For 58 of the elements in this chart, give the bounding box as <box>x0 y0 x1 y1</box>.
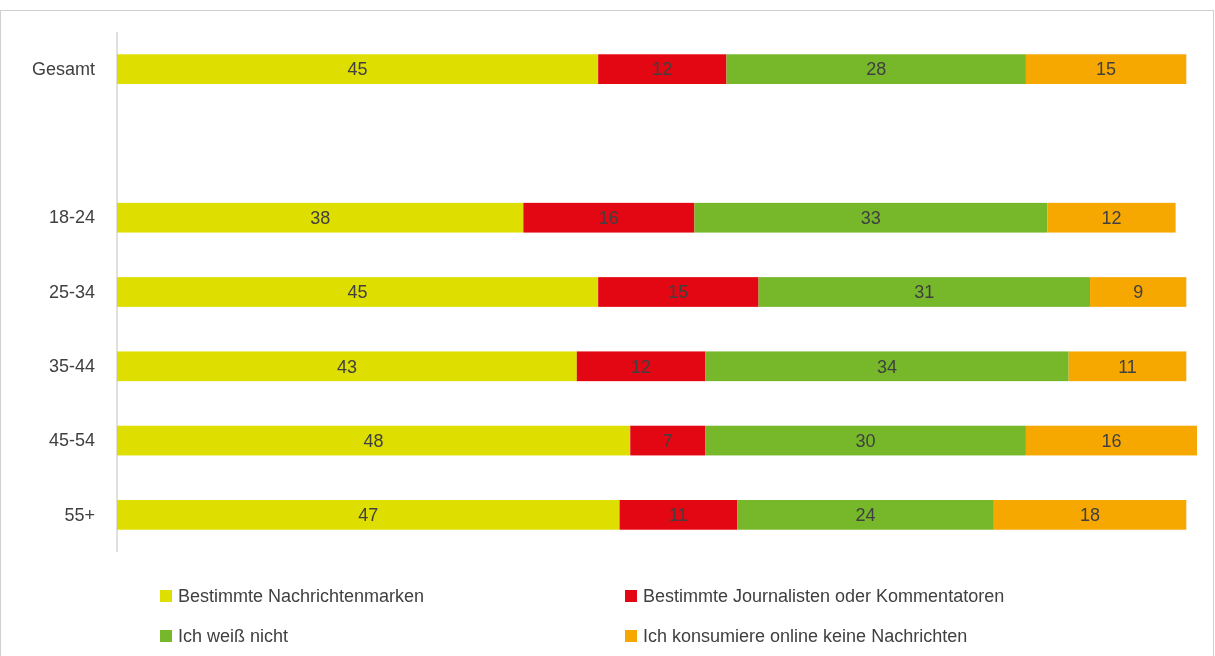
bar <box>619 500 738 530</box>
bar <box>1025 54 1187 84</box>
data-label: 16 <box>1101 430 1122 451</box>
data-label: 18 <box>1080 505 1101 526</box>
data-label: 7 <box>662 430 673 451</box>
y-tick-label: 35-44 <box>48 356 95 377</box>
bar <box>576 351 706 382</box>
bar <box>1068 351 1187 382</box>
data-label: 43 <box>336 356 357 377</box>
bar <box>598 277 759 307</box>
data-label: 11 <box>669 505 688 526</box>
data-label: 47 <box>358 505 379 526</box>
data-label: 24 <box>855 505 876 526</box>
y-tick-label: 55+ <box>64 504 95 525</box>
bar <box>705 351 1069 382</box>
data-label: 45 <box>347 282 368 303</box>
data-label: 12 <box>1101 208 1122 229</box>
data-label: 9 <box>1133 282 1144 303</box>
bar <box>1090 277 1187 307</box>
y-tick-label: Gesamt <box>31 58 95 79</box>
bar <box>117 351 577 382</box>
bar <box>1047 202 1176 233</box>
legend-label: Bestimmte Journalisten oder Kommentatoren <box>643 586 1005 607</box>
bar <box>117 425 631 456</box>
bar <box>630 425 706 456</box>
data-label: 11 <box>1118 356 1137 377</box>
data-label: 30 <box>855 430 876 451</box>
data-label: 15 <box>1096 59 1117 80</box>
legend-label: Ich weiß nicht <box>178 626 289 647</box>
bar <box>117 500 620 530</box>
data-label: 45 <box>347 59 368 80</box>
y-tick-label: 18-24 <box>48 207 95 228</box>
data-label: 38 <box>310 208 331 229</box>
bar <box>117 54 599 84</box>
bar <box>598 54 727 84</box>
data-label: 28 <box>866 59 887 80</box>
data-label: 33 <box>860 208 881 229</box>
y-tick-label: 25-34 <box>48 281 95 302</box>
data-label: 12 <box>630 356 651 377</box>
data-label: 34 <box>876 356 897 377</box>
bar <box>1025 425 1197 456</box>
data-label: 31 <box>914 282 935 303</box>
bar <box>523 202 695 233</box>
data-label: 48 <box>363 430 384 451</box>
bar <box>117 277 599 307</box>
bar <box>117 202 524 233</box>
y-tick-label: 45-54 <box>48 430 95 451</box>
bar <box>705 425 1026 456</box>
bar <box>758 277 1091 307</box>
data-label: 15 <box>668 282 689 303</box>
bar <box>737 500 994 530</box>
bar <box>694 202 1048 233</box>
data-label: 12 <box>652 59 673 80</box>
legend-label: Bestimmte Nachrichtenmarken <box>178 586 425 607</box>
data-label: 16 <box>598 208 619 229</box>
bar <box>993 500 1187 530</box>
legend-label: Ich konsumiere online keine Nachrichten <box>643 626 968 647</box>
bar <box>726 54 1026 84</box>
